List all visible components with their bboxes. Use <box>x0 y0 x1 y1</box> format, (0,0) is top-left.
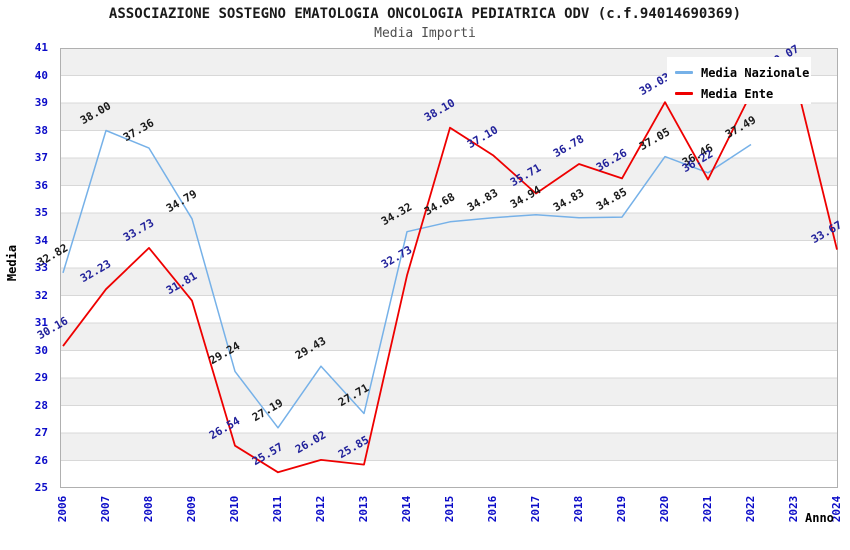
x-tick-label: 2022 <box>744 495 757 523</box>
y-tick-label: 39 <box>34 96 48 109</box>
legend-item-media-nazionale: Media Nazionale <box>667 62 811 83</box>
x-tick-label: 2009 <box>185 495 198 523</box>
plot-band <box>60 130 838 158</box>
y-tick-label: 37 <box>34 151 48 164</box>
plot-border <box>60 48 838 488</box>
y-tick-label: 25 <box>34 481 48 494</box>
y-tick-label: 33 <box>34 261 48 274</box>
y-tick-label: 35 <box>34 206 48 219</box>
chart-subtitle: Media Importi <box>374 26 476 41</box>
plot-band <box>60 378 838 406</box>
plot-band <box>60 185 838 213</box>
y-tick-label: 28 <box>34 398 48 412</box>
series-line-media-nazionale <box>62 129 752 429</box>
legend-swatch-blue-line-icon <box>675 71 693 74</box>
x-tick-label: 2020 <box>658 495 671 523</box>
y-tick-label: 26 <box>34 453 48 467</box>
x-tick-label: 2017 <box>529 495 542 523</box>
plot-band <box>60 323 838 351</box>
y-tick-label: 32 <box>34 288 48 302</box>
plot-band <box>60 213 838 241</box>
plot-band <box>60 350 838 378</box>
y-axis-title: Media <box>5 244 19 282</box>
x-tick-label: 2018 <box>572 495 585 523</box>
x-tick-label: 2013 <box>357 495 370 523</box>
x-tick-label: 2011 <box>271 495 284 523</box>
x-tick-label: 2006 <box>56 495 69 523</box>
legend-swatch-red-line-icon <box>675 92 693 95</box>
y-tick-label: 38 <box>34 123 48 137</box>
y-tick-label: 27 <box>34 426 48 439</box>
plot-band <box>60 268 838 296</box>
legend-item-media-ente: Media Ente <box>667 83 811 104</box>
x-tick-label: 2012 <box>314 495 327 523</box>
plot-band <box>60 158 838 186</box>
y-tick-label: 29 <box>34 371 48 384</box>
series-line-media-ente <box>62 72 838 474</box>
plot-band <box>60 433 838 461</box>
legend-label: Media Ente <box>701 86 774 101</box>
x-tick-label: 2007 <box>99 495 112 523</box>
y-tick-label: 30 <box>34 343 48 357</box>
y-tick-label: 31 <box>34 316 48 329</box>
x-axis-title: Anno <box>805 511 834 525</box>
plot-band <box>60 405 838 433</box>
plot-band <box>60 295 838 323</box>
y-tick-label: 36 <box>34 178 48 192</box>
y-tick-label: 40 <box>34 68 48 82</box>
x-tick-label: 2021 <box>701 495 714 523</box>
x-tick-label: 2014 <box>400 495 413 523</box>
chart-title: ASSOCIAZIONE SOSTEGNO EMATOLOGIA ONCOLOG… <box>108 6 742 22</box>
plot-band <box>60 103 838 131</box>
y-tick-label: 41 <box>34 41 48 54</box>
y-tick-label: 34 <box>34 233 48 247</box>
x-tick-label: 2016 <box>486 495 499 523</box>
x-tick-label: 2010 <box>228 495 241 523</box>
x-tick-label: 2019 <box>615 495 628 523</box>
x-tick-label: 2008 <box>142 495 155 523</box>
x-tick-label: 2015 <box>443 495 456 523</box>
legend-label: Media Nazionale <box>701 65 810 80</box>
legend-box: Media Nazionale Media Ente <box>667 57 811 104</box>
plot-band <box>60 240 838 268</box>
x-tick-label: 2023 <box>787 495 800 523</box>
plot-band <box>60 460 838 488</box>
